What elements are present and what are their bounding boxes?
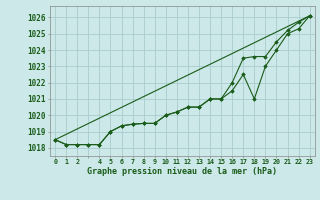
X-axis label: Graphe pression niveau de la mer (hPa): Graphe pression niveau de la mer (hPa) bbox=[87, 167, 277, 176]
